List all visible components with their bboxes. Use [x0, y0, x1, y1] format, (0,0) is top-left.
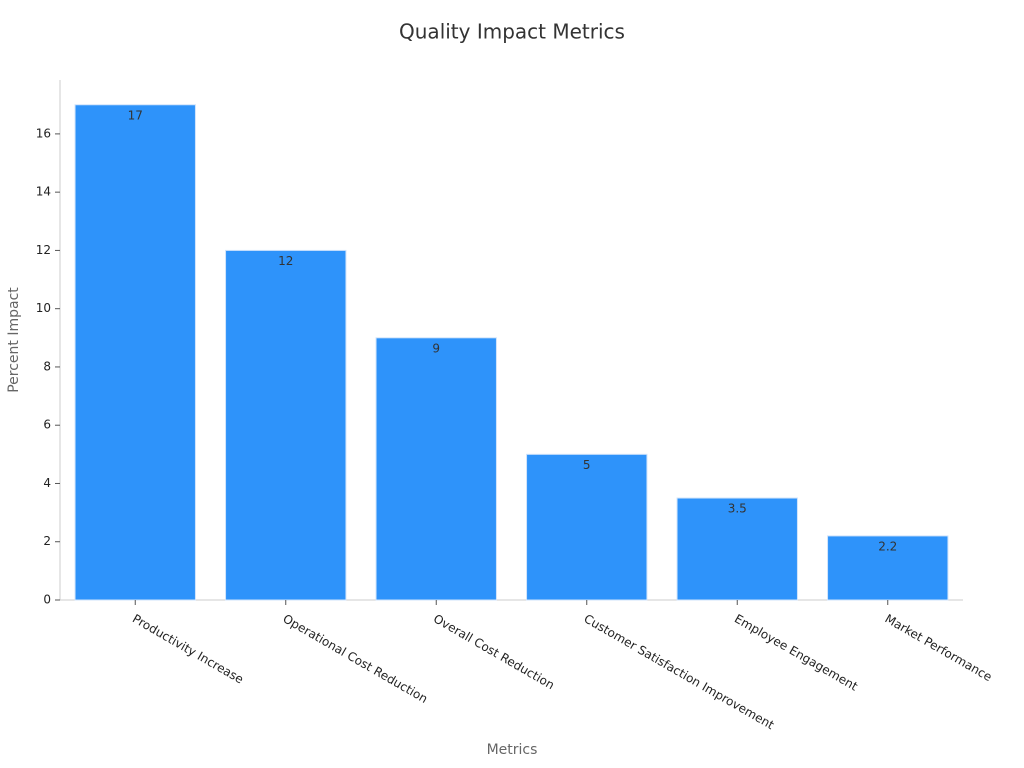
bar — [74, 104, 196, 601]
bar — [375, 337, 497, 601]
bar — [526, 453, 648, 601]
y-axis-title: Percent Impact — [6, 287, 22, 393]
y-tick-label: 2 — [43, 534, 51, 548]
x-tick-label: Overall Cost Reduction — [431, 612, 557, 693]
x-tick-label: Market Performance — [883, 612, 995, 685]
y-tick-label: 14 — [36, 185, 51, 199]
value-label: 12 — [278, 254, 293, 268]
x-tick-label: Productivity Increase — [130, 612, 246, 687]
x-tick-label: Operational Cost Reduction — [281, 612, 431, 706]
y-tick-label: 10 — [36, 301, 51, 315]
y-tick-label: 4 — [43, 476, 51, 490]
x-axis-title: Metrics — [487, 742, 538, 758]
y-tick-label: 16 — [36, 126, 51, 140]
value-label: 17 — [128, 108, 143, 122]
value-label: 5 — [583, 458, 591, 472]
value-label: 9 — [432, 341, 440, 355]
value-label: 3.5 — [728, 502, 747, 516]
y-tick-label: 12 — [36, 243, 51, 257]
y-tick-label: 8 — [43, 359, 51, 373]
chart-title: Quality Impact Metrics — [399, 20, 625, 44]
y-tick-label: 0 — [43, 593, 51, 607]
x-tick-label: Employee Engagement — [732, 612, 860, 694]
bar — [225, 249, 347, 601]
y-tick-label: 6 — [43, 418, 51, 432]
bar — [827, 535, 949, 601]
bar — [676, 497, 798, 601]
value-label: 2.2 — [878, 539, 897, 553]
